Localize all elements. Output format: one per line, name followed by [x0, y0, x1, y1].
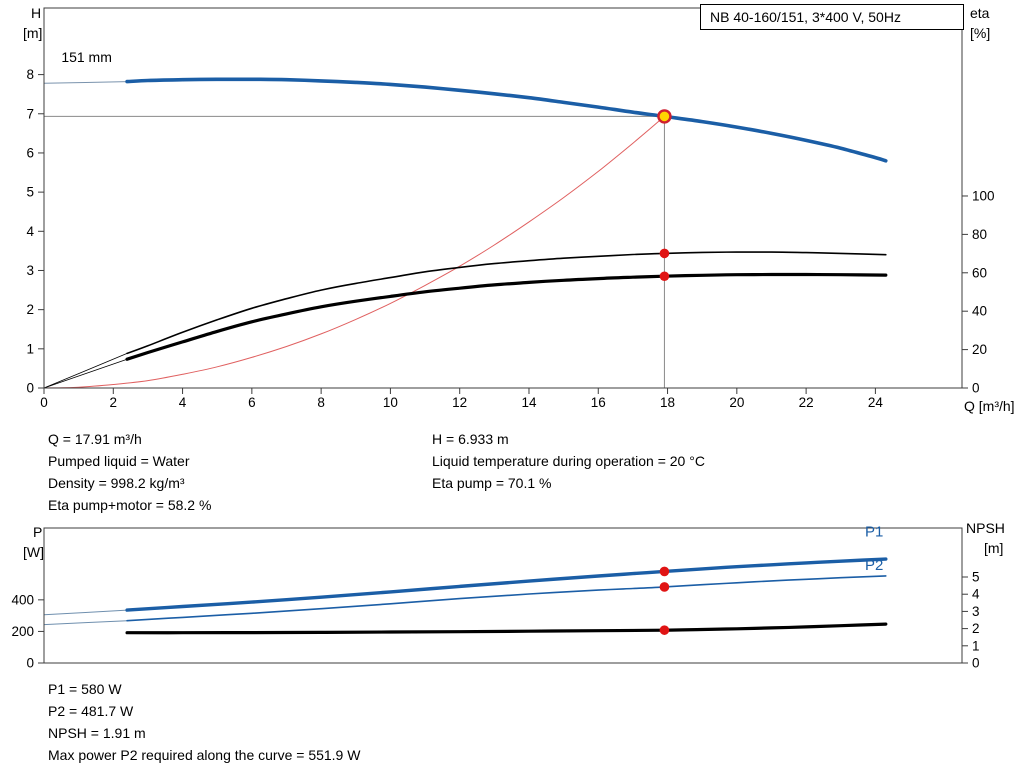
- curve-p1-power: [125, 557, 888, 612]
- y-right-tick-label: 3: [972, 604, 980, 619]
- x-tick-label: 4: [179, 395, 187, 410]
- y-left-tick-label: 1: [26, 341, 34, 356]
- info-eta-pump-motor: Eta pump+motor = 58.2 %: [48, 497, 212, 513]
- curve-head-connector: [43, 81, 128, 84]
- y-left-tick-label: 0: [26, 656, 34, 671]
- y-left-tick-label: 200: [11, 624, 34, 639]
- y-right-tick-label: 80: [972, 227, 987, 242]
- y-left-tick-label: 400: [11, 592, 34, 607]
- y-left-tick-label: 5: [26, 185, 34, 200]
- info-pumped-liquid: Pumped liquid = Water: [48, 453, 190, 469]
- q-axis-label: Q [m³/h]: [964, 398, 1015, 414]
- x-tick-label: 0: [40, 395, 48, 410]
- x-tick-label: 16: [591, 395, 606, 410]
- power-npsh-chart: 0 200 400 0 1 2 3 4 5 P1 P2: [11, 524, 980, 671]
- info-p1: P1 = 580 W: [48, 681, 122, 697]
- power-info: P1 = 580 W P2 = 481.7 W NPSH = 1.91 m Ma…: [48, 678, 360, 766]
- curve-eta-pump-motor-connector: [43, 358, 128, 389]
- pump-model-box: NB 40-160/151, 3*400 V, 50Hz: [700, 4, 964, 30]
- y-right-tick-label: 60: [972, 265, 987, 280]
- x-tick-label: 10: [383, 395, 398, 410]
- plot-border: [43, 527, 963, 664]
- y-left-tick-label: 8: [26, 67, 34, 82]
- y-left-tick-label: 0: [26, 381, 34, 396]
- y-left-tick-label: 3: [26, 263, 34, 278]
- eta-axis-label: eta: [970, 5, 990, 21]
- p-axis-label: P: [33, 524, 43, 540]
- info-eta-pump: Eta pump = 70.1 %: [432, 475, 552, 491]
- p-axis-unit: [W]: [23, 544, 44, 560]
- curve-p1-connector: [43, 609, 128, 616]
- plot-border: [43, 7, 963, 389]
- curve-eta-pump: [126, 251, 887, 355]
- info-density: Density = 998.2 kg/m³: [48, 475, 185, 491]
- x-tick-label: 22: [799, 395, 814, 410]
- p2-dot: [659, 582, 670, 592]
- info-p2: P2 = 481.7 W: [48, 703, 134, 719]
- x-tick-label: 20: [729, 395, 744, 410]
- info-q: Q = 17.91 m³/h: [48, 431, 142, 447]
- duty-info-right: H = 6.933 m Liquid temperature during op…: [432, 428, 705, 494]
- curve-system-curve: [43, 115, 665, 389]
- h-axis-unit: [m]: [23, 25, 43, 41]
- p1-curve-label: P1: [865, 524, 883, 541]
- curve-eta-pump-motor: [125, 272, 888, 361]
- x-tick-label: 14: [521, 395, 537, 410]
- npsh-axis-unit: [m]: [984, 540, 1004, 556]
- npsh-axis-label: NPSH: [966, 520, 1005, 536]
- x-tick-label: 6: [248, 395, 256, 410]
- y-right-tick-label: 1: [972, 638, 980, 653]
- y-right-tick-label: 0: [972, 656, 980, 671]
- x-tick-label: 24: [868, 395, 884, 410]
- x-tick-label: 12: [452, 395, 467, 410]
- curve-npsh: [125, 622, 888, 635]
- duty-info-left: Q = 17.91 m³/h Pumped liquid = Water Den…: [48, 428, 211, 516]
- curve-eta-pump-connector: [43, 353, 128, 389]
- y-left-tick-label: 6: [26, 145, 34, 160]
- h-axis-label: H: [31, 5, 42, 21]
- y-right-tick-label: 0: [972, 381, 980, 396]
- x-tick-label: 18: [660, 395, 675, 410]
- x-tick-label: 2: [110, 395, 118, 410]
- p2-curve-label: P2: [865, 557, 883, 574]
- eta-axis-unit: [%]: [970, 25, 991, 41]
- y-right-tick-label: 4: [972, 587, 980, 602]
- info-h: H = 6.933 m: [432, 431, 509, 447]
- y-left-tick-label: 7: [26, 106, 34, 121]
- eta-pump-dot: [659, 248, 670, 259]
- impeller-diameter-label: 151 mm: [61, 49, 112, 65]
- info-liquid-temp: Liquid temperature during operation = 20…: [432, 453, 705, 469]
- curve-p2-connector: [43, 620, 128, 626]
- y-left-tick-label: 2: [26, 302, 34, 317]
- x-tick-label: 8: [317, 395, 325, 410]
- y-left-tick-label: 4: [26, 224, 34, 239]
- y-right-tick-label: 20: [972, 342, 987, 357]
- y-right-tick-label: 5: [972, 570, 980, 585]
- y-right-tick-label: 2: [972, 621, 980, 636]
- eta-pump-motor-dot: [659, 271, 670, 282]
- curve-p2-power: [126, 575, 887, 622]
- y-right-tick-label: 40: [972, 304, 987, 319]
- curve-head-151mm: [125, 77, 888, 163]
- info-npsh: NPSH = 1.91 m: [48, 725, 146, 741]
- npsh-dot: [659, 625, 670, 635]
- info-max-power-p2: Max power P2 required along the curve = …: [48, 747, 361, 763]
- p1-dot: [659, 566, 670, 577]
- y-right-tick-label: 100: [972, 188, 995, 203]
- duty-point[interactable]: [657, 109, 672, 124]
